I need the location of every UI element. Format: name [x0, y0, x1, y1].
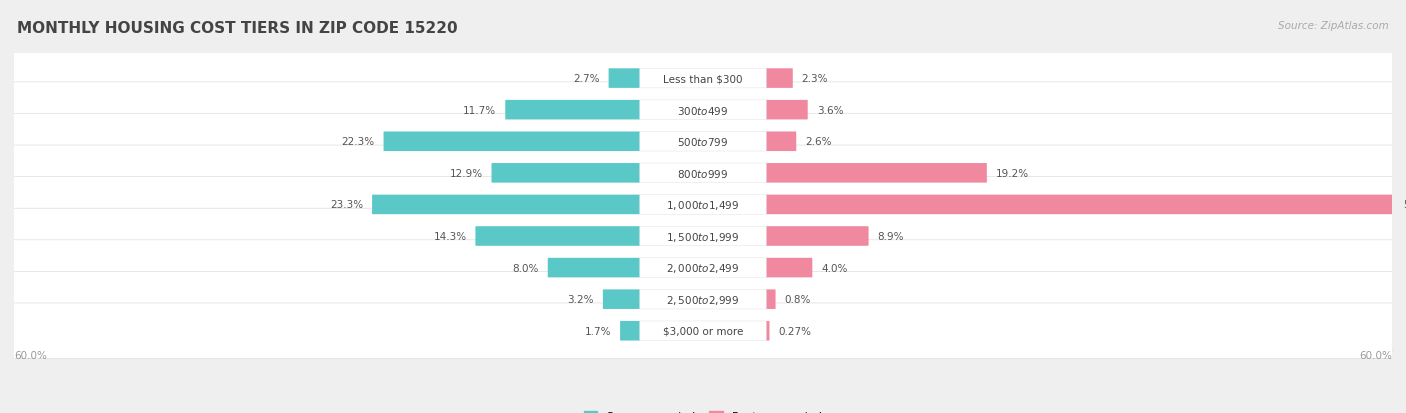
- Text: MONTHLY HOUSING COST TIERS IN ZIP CODE 15220: MONTHLY HOUSING COST TIERS IN ZIP CODE 1…: [17, 21, 457, 36]
- FancyBboxPatch shape: [640, 290, 766, 309]
- Text: 0.8%: 0.8%: [785, 294, 811, 304]
- Text: 8.9%: 8.9%: [877, 231, 904, 242]
- Text: 60.0%: 60.0%: [1360, 351, 1392, 361]
- Text: $500 to $799: $500 to $799: [678, 136, 728, 148]
- FancyBboxPatch shape: [384, 132, 640, 152]
- FancyBboxPatch shape: [640, 164, 766, 183]
- FancyBboxPatch shape: [373, 195, 640, 215]
- FancyBboxPatch shape: [8, 51, 1398, 107]
- FancyBboxPatch shape: [8, 209, 1398, 264]
- FancyBboxPatch shape: [609, 69, 640, 89]
- Text: 8.0%: 8.0%: [512, 263, 538, 273]
- Text: Less than $300: Less than $300: [664, 74, 742, 84]
- Text: $2,500 to $2,999: $2,500 to $2,999: [666, 293, 740, 306]
- FancyBboxPatch shape: [492, 164, 640, 183]
- Text: 12.9%: 12.9%: [450, 169, 482, 178]
- FancyBboxPatch shape: [766, 164, 987, 183]
- Text: 1.7%: 1.7%: [585, 326, 612, 336]
- Text: 2.3%: 2.3%: [801, 74, 828, 84]
- Legend: Owner-occupied, Renter-occupied: Owner-occupied, Renter-occupied: [583, 411, 823, 413]
- Text: $1,500 to $1,999: $1,500 to $1,999: [666, 230, 740, 243]
- FancyBboxPatch shape: [8, 177, 1398, 233]
- FancyBboxPatch shape: [640, 258, 766, 278]
- Text: Source: ZipAtlas.com: Source: ZipAtlas.com: [1278, 21, 1389, 31]
- FancyBboxPatch shape: [8, 83, 1398, 138]
- FancyBboxPatch shape: [766, 227, 869, 246]
- Text: 23.3%: 23.3%: [330, 200, 363, 210]
- FancyBboxPatch shape: [603, 290, 640, 309]
- FancyBboxPatch shape: [766, 195, 1395, 215]
- FancyBboxPatch shape: [548, 258, 640, 278]
- Text: $300 to $499: $300 to $499: [678, 104, 728, 116]
- FancyBboxPatch shape: [8, 240, 1398, 296]
- Text: 11.7%: 11.7%: [463, 105, 496, 115]
- FancyBboxPatch shape: [766, 321, 769, 341]
- FancyBboxPatch shape: [475, 227, 640, 246]
- FancyBboxPatch shape: [8, 272, 1398, 327]
- FancyBboxPatch shape: [640, 101, 766, 120]
- Text: 60.0%: 60.0%: [14, 351, 46, 361]
- Text: 3.6%: 3.6%: [817, 105, 844, 115]
- FancyBboxPatch shape: [766, 132, 796, 152]
- Text: 19.2%: 19.2%: [995, 169, 1029, 178]
- FancyBboxPatch shape: [620, 321, 640, 341]
- Text: 54.7%: 54.7%: [1403, 200, 1406, 210]
- FancyBboxPatch shape: [766, 258, 813, 278]
- FancyBboxPatch shape: [640, 321, 766, 341]
- FancyBboxPatch shape: [640, 69, 766, 89]
- Text: 2.7%: 2.7%: [574, 74, 599, 84]
- Text: $800 to $999: $800 to $999: [678, 167, 728, 179]
- Text: 14.3%: 14.3%: [433, 231, 467, 242]
- FancyBboxPatch shape: [8, 114, 1398, 170]
- Text: 3.2%: 3.2%: [568, 294, 593, 304]
- Text: $2,000 to $2,499: $2,000 to $2,499: [666, 261, 740, 274]
- FancyBboxPatch shape: [640, 195, 766, 215]
- Text: $3,000 or more: $3,000 or more: [662, 326, 744, 336]
- FancyBboxPatch shape: [505, 101, 640, 120]
- Text: 4.0%: 4.0%: [821, 263, 848, 273]
- FancyBboxPatch shape: [640, 227, 766, 246]
- Text: 0.27%: 0.27%: [779, 326, 811, 336]
- FancyBboxPatch shape: [8, 146, 1398, 201]
- Text: $1,000 to $1,499: $1,000 to $1,499: [666, 198, 740, 211]
- FancyBboxPatch shape: [766, 69, 793, 89]
- FancyBboxPatch shape: [766, 101, 807, 120]
- FancyBboxPatch shape: [640, 132, 766, 152]
- FancyBboxPatch shape: [8, 303, 1398, 358]
- Text: 22.3%: 22.3%: [342, 137, 374, 147]
- FancyBboxPatch shape: [766, 290, 776, 309]
- Text: 2.6%: 2.6%: [806, 137, 832, 147]
